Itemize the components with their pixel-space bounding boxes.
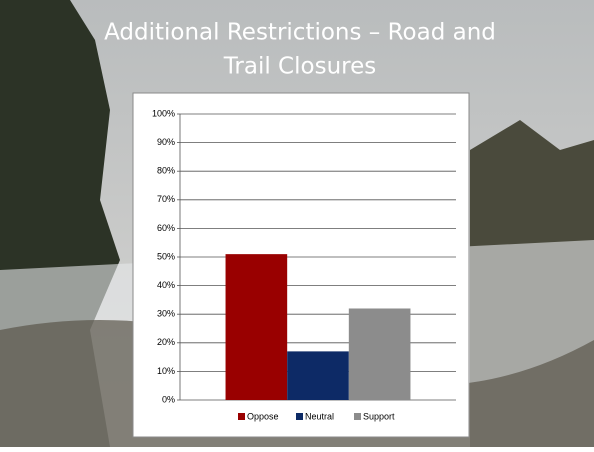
y-tick-label: 100% bbox=[152, 108, 175, 118]
legend-label: Oppose bbox=[247, 411, 279, 421]
legend-swatch bbox=[354, 413, 361, 420]
y-tick-label: 10% bbox=[157, 366, 175, 376]
bar bbox=[287, 351, 349, 400]
legend-label: Support bbox=[363, 411, 395, 421]
y-tick-label: 50% bbox=[157, 251, 175, 261]
legend-label: Neutral bbox=[305, 411, 334, 421]
y-tick-label: 70% bbox=[157, 194, 175, 204]
y-tick-label: 20% bbox=[157, 337, 175, 347]
y-tick-label: 40% bbox=[157, 280, 175, 290]
y-tick-label: 60% bbox=[157, 223, 175, 233]
legend-swatch bbox=[296, 413, 303, 420]
y-tick-label: 0% bbox=[162, 394, 175, 404]
chart: 0% 10% 20% 30% 40% 50% 60% 70% 80% 90% 100% Oppose N… bbox=[152, 108, 456, 421]
title-line: Additional Restrictions – Road and bbox=[104, 20, 496, 46]
bar bbox=[348, 308, 411, 400]
bar bbox=[225, 254, 288, 400]
title-line: Trail Closures bbox=[223, 54, 376, 80]
legend-swatch bbox=[238, 413, 245, 420]
y-tick-label: 90% bbox=[157, 137, 175, 147]
y-tick-label: 80% bbox=[157, 166, 175, 176]
y-tick-label: 30% bbox=[157, 309, 175, 319]
